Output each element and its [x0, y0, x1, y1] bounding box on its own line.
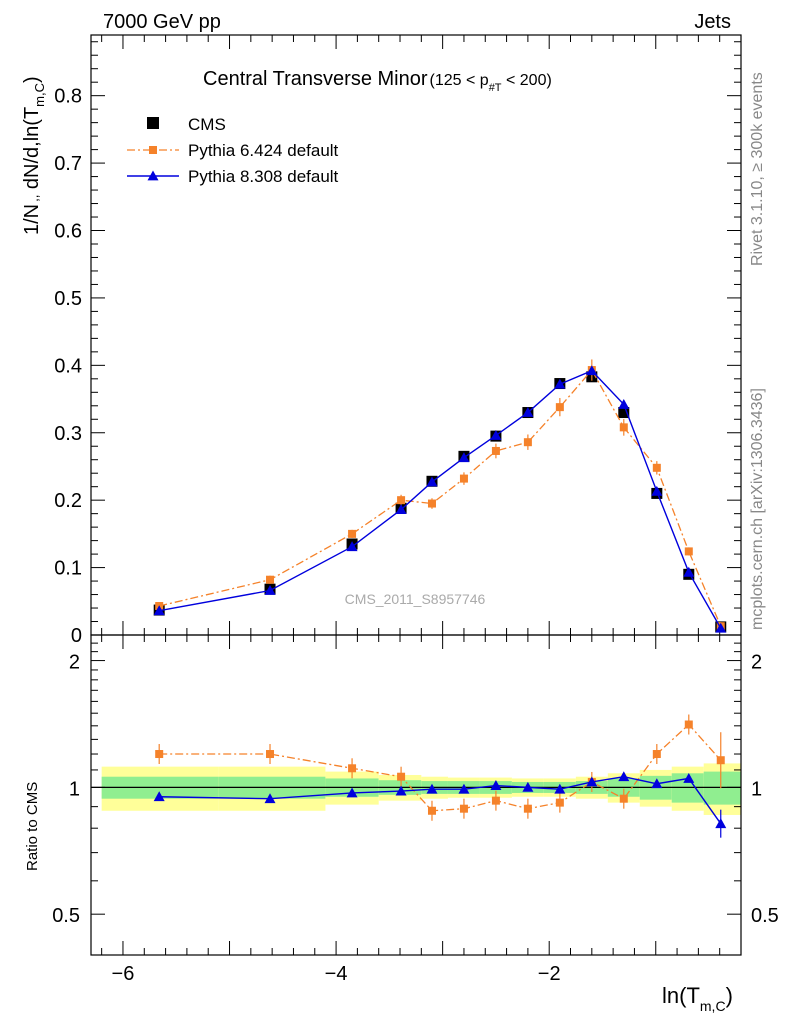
pythia8-point [586, 365, 598, 376]
legend-pythia8-label: Pythia 8.308 default [188, 167, 339, 186]
pythia8-ratio-point [715, 818, 727, 829]
axis-tick-labels: −6 −4 −2 0.1 0.2 0.3 0.4 0.5 0.6 0.7 0.8 0 0.5 0.5 1 1 2… [52, 86, 779, 985]
pythia6-ratio-point [348, 764, 357, 773]
pythia8-point [264, 585, 276, 595]
pythia8-ratio-point [651, 778, 663, 789]
pythia8-point [715, 622, 727, 633]
ratio-y-tick-label: 1 [69, 778, 80, 800]
data-series [153, 359, 727, 838]
pythia8-point [522, 407, 534, 417]
pythia8-ratio-point [395, 785, 407, 796]
ratio-y-tick-label-right: 0.5 [751, 905, 779, 927]
pythia6-point [523, 438, 532, 447]
pythia6-ratio-point [266, 750, 275, 759]
pythia6-point [555, 403, 564, 412]
legend-pythia8-marker [147, 170, 159, 181]
analysis-watermark: CMS_2011_S8957746 [345, 591, 486, 607]
pythia8-ratio-line [159, 776, 722, 825]
pythia6-ratio-line [159, 723, 722, 812]
pythia6-point [652, 463, 661, 472]
pythia6-ratio-point [397, 772, 406, 781]
pythia6-line [159, 368, 722, 627]
header-right: Jets [694, 11, 731, 33]
pythia6-point [619, 423, 628, 432]
pythia8-ratio-point [586, 776, 598, 787]
y-tick-label: 0.6 [54, 221, 82, 243]
pythia8-ratio-point [683, 772, 695, 783]
pythia8-ratio-point [618, 771, 630, 782]
pythia6-ratio-point [716, 756, 725, 765]
pythia6-point [397, 496, 406, 505]
pythia6-ratio-point [619, 794, 628, 803]
chart-title: Central Transverse Minor (125 < p#T < 200… [203, 68, 552, 94]
pythia6-point [427, 499, 436, 508]
pythia6-ratio-point [427, 806, 436, 815]
pythia6-ratio-point [555, 798, 564, 807]
x-tick-label: −4 [325, 963, 348, 985]
y-tick-label: 0.8 [54, 86, 82, 108]
pythia8-point [554, 378, 566, 389]
header-left: 7000 GeV pp [103, 11, 221, 33]
pythia8-ratio-point [346, 787, 358, 798]
pythia6-point [459, 474, 468, 483]
pythia8-point [651, 485, 663, 496]
band-inner [703, 771, 741, 805]
cms-point [618, 407, 630, 419]
pythia8-ratio-point [554, 783, 566, 794]
pythia8-ratio-point [522, 781, 534, 792]
pythia8-point [490, 429, 502, 440]
pythia8-point [395, 504, 407, 515]
x-tick-label: −6 [112, 963, 135, 985]
legend-cms-marker [147, 117, 159, 129]
pythia6-ratio-point [652, 750, 661, 759]
y-tick-label: 0 [71, 625, 82, 647]
y-axis-label-main: 1/N,, dN/d,ln(Tm,C) [21, 76, 47, 235]
pythia8-point [426, 476, 438, 487]
y-tick-label: 0.4 [54, 355, 82, 377]
pythia8-ratio-point [458, 783, 470, 794]
mcplots-label: mcplots.cern.ch [arXiv:1306.3436] [749, 388, 766, 630]
pythia6-point [266, 575, 275, 584]
y-axis-label-ratio: Ratio to CMS [24, 782, 41, 871]
y-tick-label: 0.3 [54, 423, 82, 445]
x-tick-label: −2 [538, 963, 561, 985]
legend-cms-label: CMS [188, 115, 226, 134]
legend: CMS Pythia 6.424 default Pythia 8.308 defa… [127, 115, 339, 186]
pythia8-ratio-point [264, 793, 276, 804]
legend-pythia6-label: Pythia 6.424 default [188, 141, 339, 160]
y-tick-label: 0.5 [54, 288, 82, 310]
ratio-y-tick-label: 2 [69, 652, 80, 674]
pythia6-ratio-point [155, 750, 164, 759]
pythia8-ratio-point [153, 791, 165, 802]
x-axis-label: ln(Tm,C) [662, 983, 733, 1014]
pythia6-ratio-point [684, 720, 693, 729]
pythia6-ratio-point [523, 804, 532, 813]
y-tick-label: 0.1 [54, 558, 82, 580]
y-tick-label: 0.7 [54, 153, 82, 175]
pythia6-point [684, 547, 693, 556]
pythia8-point [683, 566, 695, 577]
pythia8-point [153, 605, 165, 616]
pythia8-point [618, 398, 630, 409]
y-tick-label: 0.2 [54, 490, 82, 512]
pythia6-point [348, 529, 357, 538]
ratio-panel-frame [90, 634, 742, 956]
pythia8-ratio-point [426, 783, 438, 794]
pythia6-ratio-point [459, 804, 468, 813]
pythia8-point [458, 452, 470, 463]
ratio-y-tick-label-right: 2 [751, 652, 762, 674]
pythia6-point [491, 446, 500, 455]
ratio-y-tick-label: 0.5 [52, 905, 80, 927]
pythia6-ratio-point [491, 796, 500, 805]
pythia8-ratio-point [490, 780, 502, 790]
ratio-y-tick-label-right: 1 [751, 778, 762, 800]
rivet-label: Rivet 3.1.10, ≥ 300k events [749, 72, 766, 266]
pythia8-line [159, 369, 722, 629]
pythia8-point [346, 541, 358, 552]
legend-pythia6-marker [149, 146, 157, 154]
